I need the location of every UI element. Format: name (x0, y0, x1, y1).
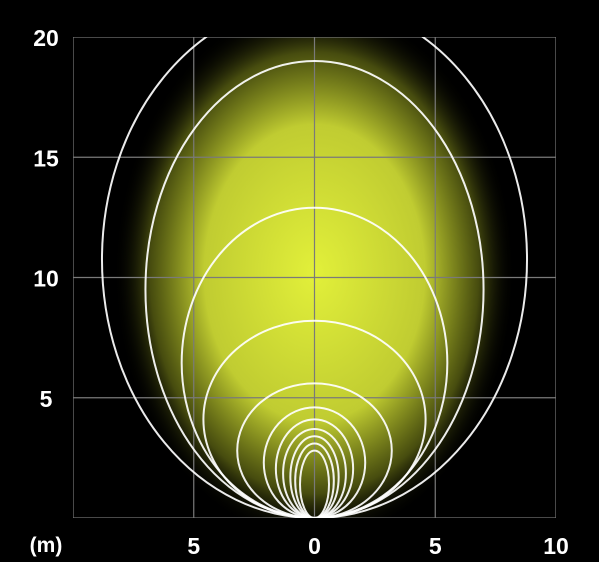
isoline (101, 37, 528, 518)
isoline (299, 449, 330, 518)
x-tick-label: 10 (543, 533, 569, 559)
isoline (294, 442, 335, 518)
x-tick-label: 5 (429, 533, 442, 559)
isoline (144, 60, 485, 518)
isoline (236, 382, 393, 518)
y-tick-label: 10 (33, 266, 59, 292)
y-tick-label: 5 (40, 386, 53, 412)
isoline (274, 418, 355, 518)
y-tick-label: 20 (33, 25, 59, 51)
y-tick-label: 15 (33, 145, 59, 171)
isoline (180, 206, 449, 518)
x-tick-label: 0 (308, 533, 321, 559)
isoline (282, 428, 347, 518)
x-tick-label: 5 (187, 533, 200, 559)
unit-label: (m) (30, 534, 63, 557)
